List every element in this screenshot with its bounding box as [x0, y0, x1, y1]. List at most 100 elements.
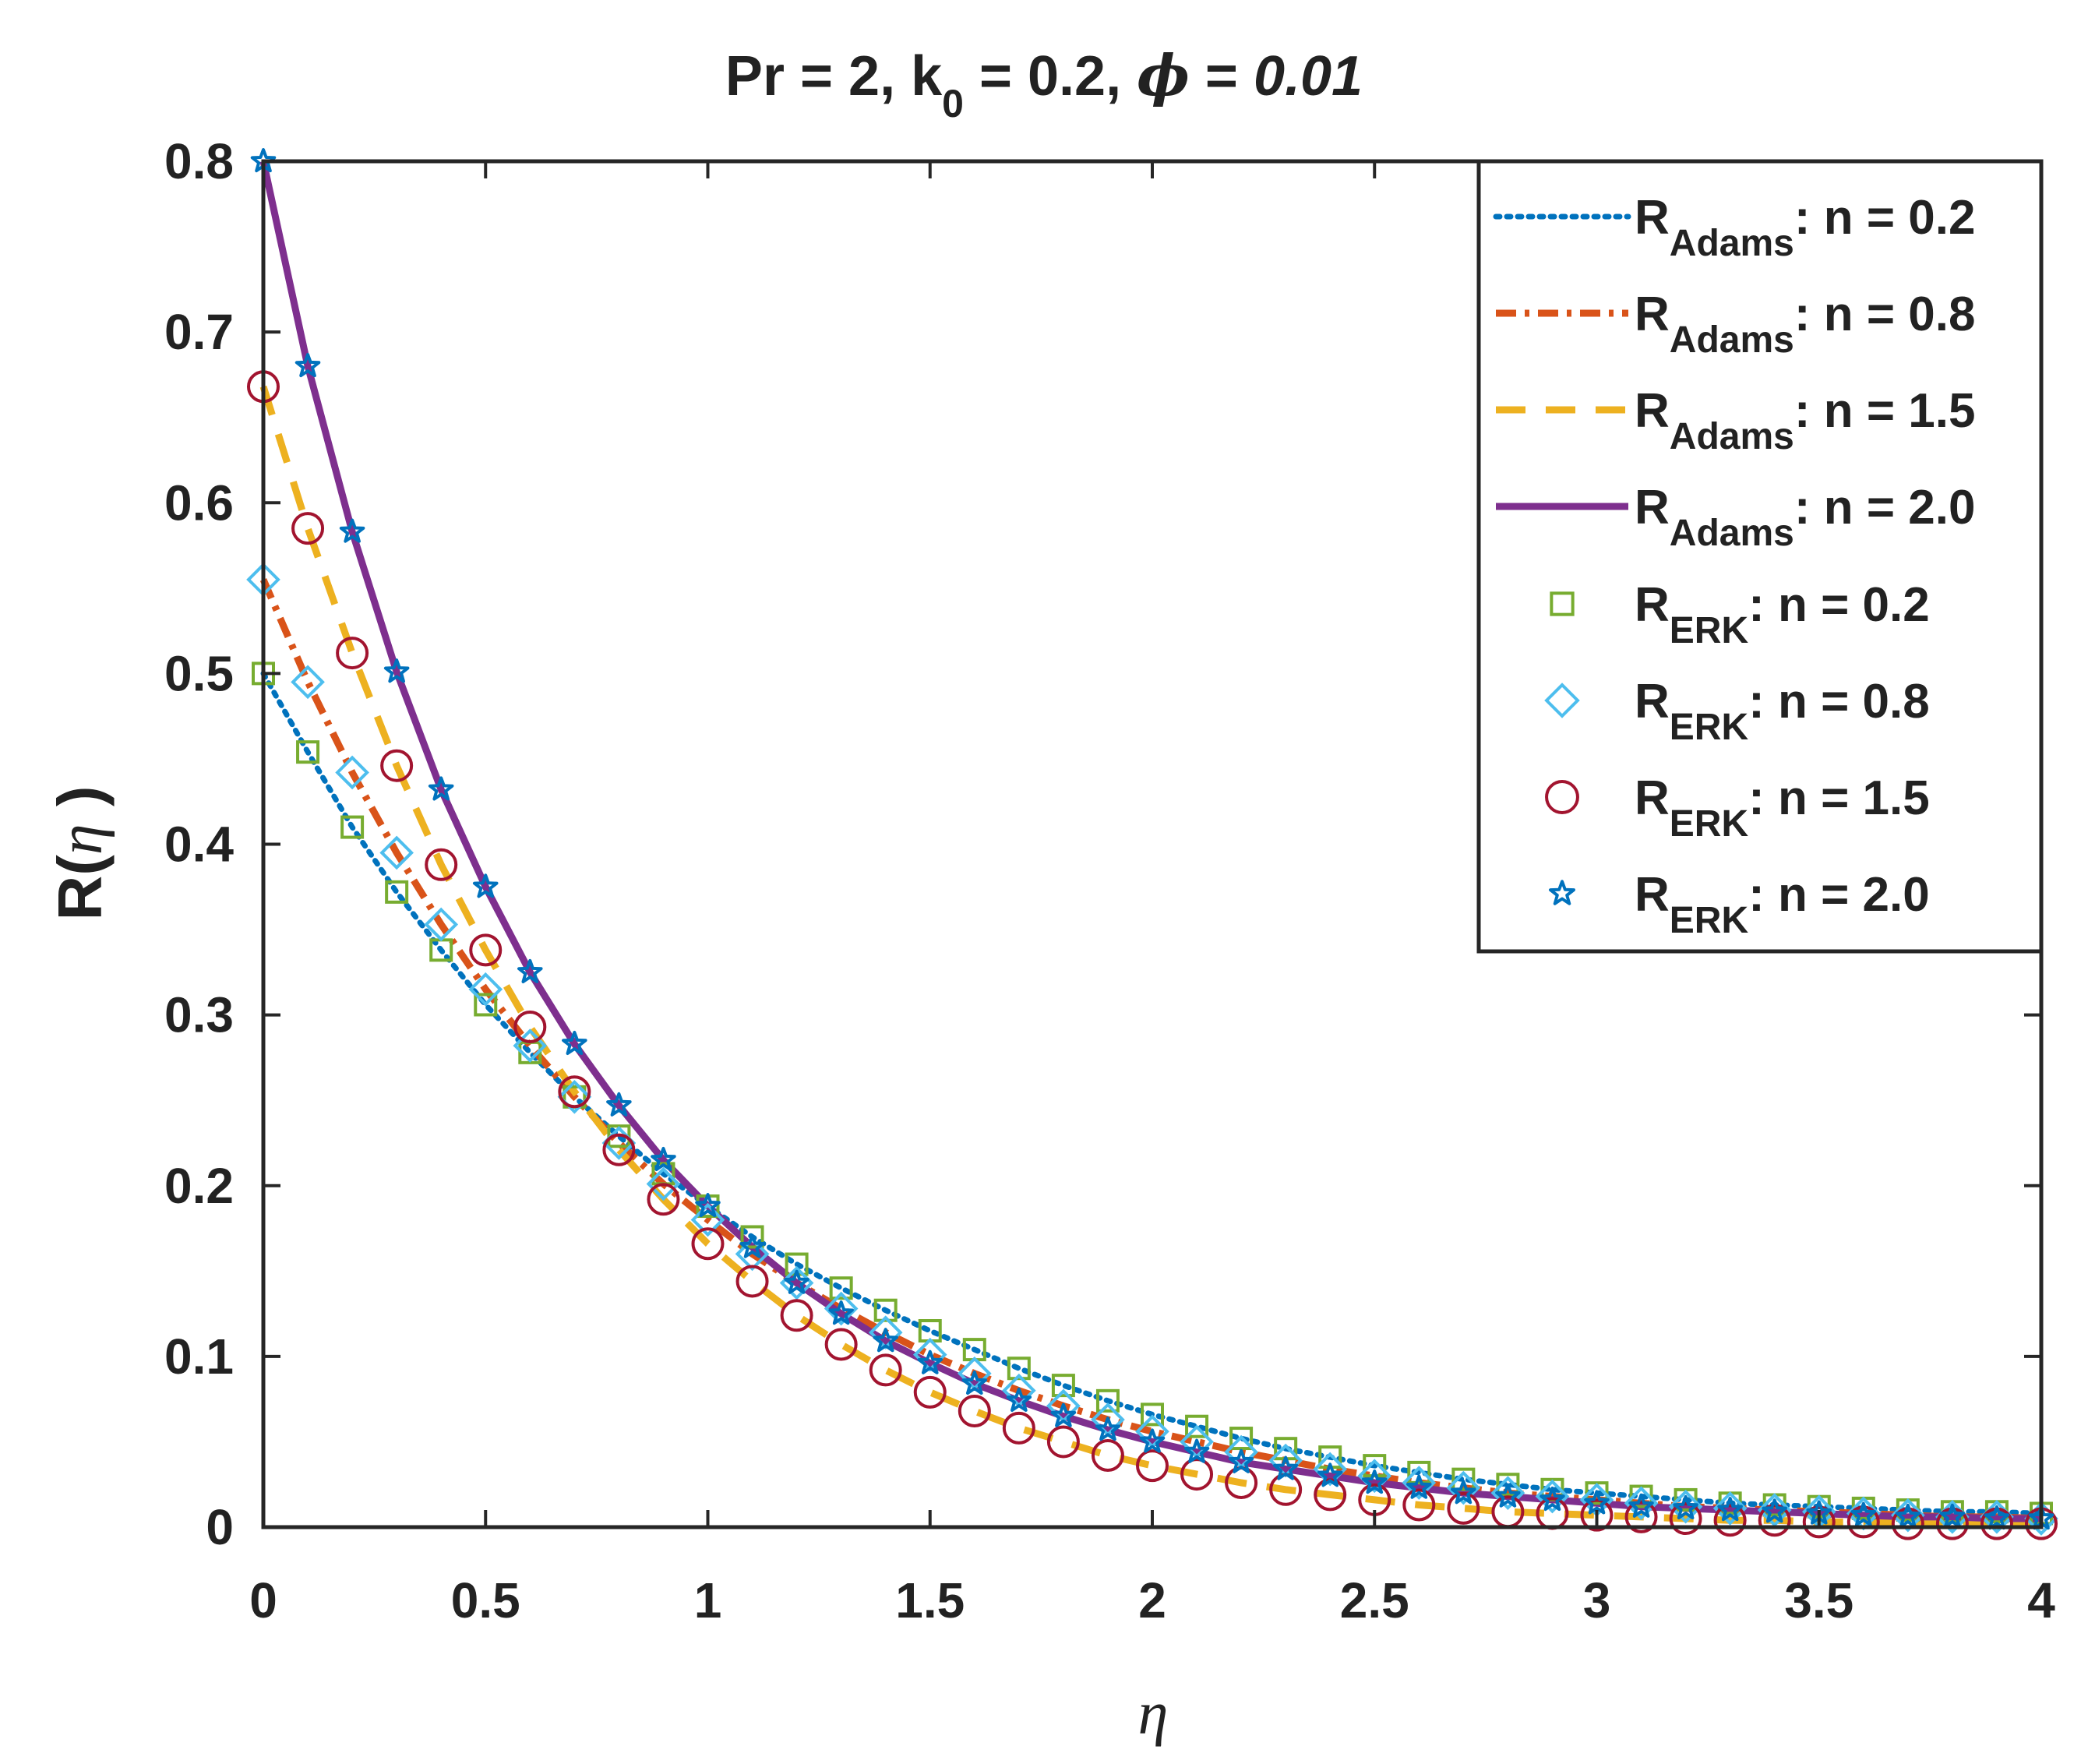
y-label-symbol: η: [47, 824, 115, 855]
legend-label-tail: : n = 1.5: [1794, 384, 1976, 438]
data-point-square-1-22: [1229, 1427, 1254, 1451]
data-point-pentagram-4-37: [1895, 1503, 1921, 1528]
data-point-circle-3-12: [780, 1299, 813, 1332]
data-point-circle-3-3: [380, 749, 414, 782]
data-point-circle-3-6: [513, 1010, 547, 1043]
data-point-diamond-2-33: [1712, 1491, 1748, 1526]
data-point-pentagram-4-30: [1584, 1490, 1610, 1515]
legend-label-main: R: [1635, 868, 1670, 922]
y-tick-label: 0.7: [164, 304, 234, 360]
legend-label-8: RERK: n = 2.0: [1635, 868, 1930, 941]
data-point-pentagram-4-12: [784, 1269, 809, 1294]
data-point-pentagram-4-34: [1762, 1498, 1787, 1523]
data-point-pentagram-4-6: [517, 958, 543, 983]
data-point-pentagram-4-11: [739, 1233, 765, 1258]
data-point-pentagram-4-1: [295, 352, 321, 378]
title-value: 0.01: [1254, 45, 1363, 108]
legend-box: [1476, 159, 2044, 954]
data-point-diamond-2-27: [1446, 1470, 1481, 1505]
data-point-square-1-2: [340, 815, 365, 839]
legend-label-tail: : n = 0.2: [1794, 191, 1976, 245]
data-point-pentagram-4-14: [873, 1328, 898, 1353]
data-point-circle-3-17: [1002, 1411, 1035, 1445]
legend-label-main: R: [1635, 384, 1670, 438]
data-point-pentagram-4-16: [961, 1370, 988, 1395]
legend-label-main: R: [1635, 191, 1670, 245]
x-tick-label: 1: [694, 1572, 722, 1628]
legend-label-main: R: [1635, 771, 1670, 825]
data-point-pentagram-4-10: [695, 1193, 721, 1218]
data-point-circle-3-18: [1046, 1425, 1080, 1459]
legend-label-subscript: Adams: [1670, 416, 1794, 457]
data-point-pentagram-4-36: [1850, 1501, 1877, 1526]
data-point-diamond-2-6: [513, 1028, 548, 1063]
data-point-circle-3-10: [691, 1227, 725, 1261]
data-point-pentagram-4-13: [828, 1300, 854, 1325]
data-point-pentagram-4-39: [1984, 1505, 2010, 1530]
data-point-square-1-1: [296, 740, 320, 764]
data-point-pentagram-4-32: [1673, 1494, 1698, 1520]
data-point-circle-3-21: [1180, 1458, 1214, 1491]
data-point-diamond-2-3: [379, 835, 414, 870]
x-tick-label: 1.5: [895, 1572, 965, 1628]
data-point-pentagram-4-26: [1406, 1474, 1432, 1499]
data-point-pentagram-4-27: [1451, 1480, 1476, 1505]
data-point-pentagram-4-25: [1361, 1469, 1388, 1494]
legend-label-main: R: [1635, 578, 1670, 632]
legend-label-tail: : n = 0.8: [1794, 288, 1976, 341]
title-part1: Pr = 2, k: [725, 45, 943, 108]
data-point-diamond-2-29: [1535, 1479, 1570, 1514]
data-point-circle-3-15: [913, 1375, 947, 1409]
legend-marker-pentagram: [1549, 880, 1575, 905]
x-tick-label: 0: [249, 1572, 277, 1628]
data-point-circle-3-1: [291, 512, 325, 545]
data-point-square-1-27: [1451, 1467, 1476, 1491]
data-point-circle-3-33: [1713, 1504, 1747, 1537]
legend-label-3: RAdams: n = 1.5: [1635, 384, 1975, 457]
data-point-diamond-2-37: [1891, 1498, 1925, 1533]
data-point-diamond-2-4: [424, 907, 459, 942]
x-tick-label: 3.5: [1784, 1572, 1853, 1628]
legend-label-5: RERK: n = 0.2: [1635, 578, 1930, 651]
axis-ticks: 0 0.5 1 1.5 2 2.5 3 3.5 4 0 0.1 0.2 0.3 0.4 0.5 0.6 0.7 0…: [164, 133, 2055, 1628]
legend-label-4: RAdams: n = 2.0: [1635, 481, 1975, 554]
data-point-square-1-11: [740, 1225, 764, 1249]
data-point-circle-3-20: [1136, 1449, 1169, 1483]
data-point-diamond-2-28: [1490, 1476, 1525, 1511]
data-point-diamond-2-31: [1624, 1486, 1659, 1521]
data-point-pentagram-4-19: [1095, 1416, 1121, 1441]
data-point-pentagram-4-31: [1628, 1493, 1654, 1518]
data-point-circle-3-30: [1580, 1498, 1614, 1532]
data-point-square-1-17: [1007, 1357, 1031, 1381]
data-point-pentagram-4-4: [428, 776, 454, 801]
data-point-diamond-2-1: [291, 665, 325, 700]
x-axis-label: η: [1138, 1679, 1169, 1747]
data-point-pentagram-4-24: [1317, 1462, 1343, 1487]
data-point-circle-3-35: [1802, 1505, 1836, 1539]
data-point-square-1-20: [1141, 1402, 1164, 1427]
data-point-pentagram-4-28: [1495, 1483, 1521, 1508]
data-point-diamond-2-11: [735, 1237, 770, 1272]
legend-label-main: R: [1635, 481, 1670, 534]
data-point-square-1-18: [1051, 1374, 1075, 1398]
series-line-1: [260, 670, 2044, 1516]
data-point-circle-3-27: [1447, 1491, 1480, 1525]
y-axis-label: R(η ): [45, 786, 115, 921]
data-point-pentagram-4-33: [1717, 1497, 1743, 1522]
data-point-pentagram-4-21: [1183, 1438, 1210, 1463]
data-point-pentagram-4-3: [383, 658, 410, 683]
data-point-pentagram-4-23: [1272, 1455, 1299, 1480]
y-tick-label: 0.2: [164, 1158, 234, 1214]
legend-label-7: RERK: n = 1.5: [1635, 771, 1930, 845]
data-point-pentagram-4-20: [1139, 1428, 1166, 1453]
data-point-circle-3-32: [1669, 1502, 1702, 1536]
data-point-pentagram-4-8: [606, 1092, 632, 1117]
data-point-pentagram-4-2: [339, 518, 365, 543]
data-point-diamond-2-26: [1402, 1466, 1437, 1500]
legend-marker-circle: [1545, 780, 1579, 814]
data-point-diamond-2-13: [824, 1291, 859, 1326]
legend-label-subscript: Adams: [1670, 513, 1794, 554]
legend-marker-diamond: [1544, 683, 1580, 718]
